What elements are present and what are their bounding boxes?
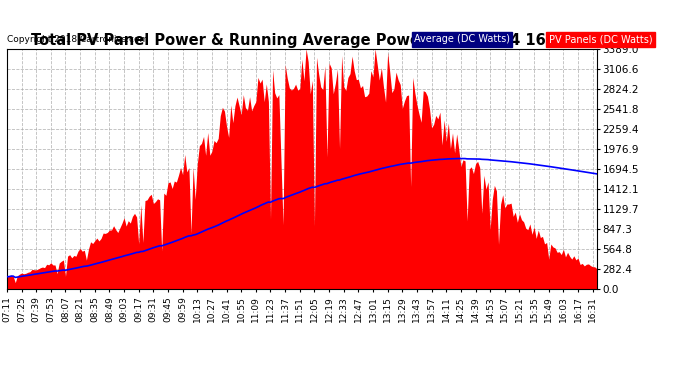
Text: Average (DC Watts): Average (DC Watts) [414,34,510,44]
Text: Copyright 2018 Cartronics.com: Copyright 2018 Cartronics.com [7,35,148,44]
Text: PV Panels (DC Watts): PV Panels (DC Watts) [549,34,652,44]
Title: Total PV Panel Power & Running Average Power Sun Jan 14 16:35: Total PV Panel Power & Running Average P… [31,33,573,48]
